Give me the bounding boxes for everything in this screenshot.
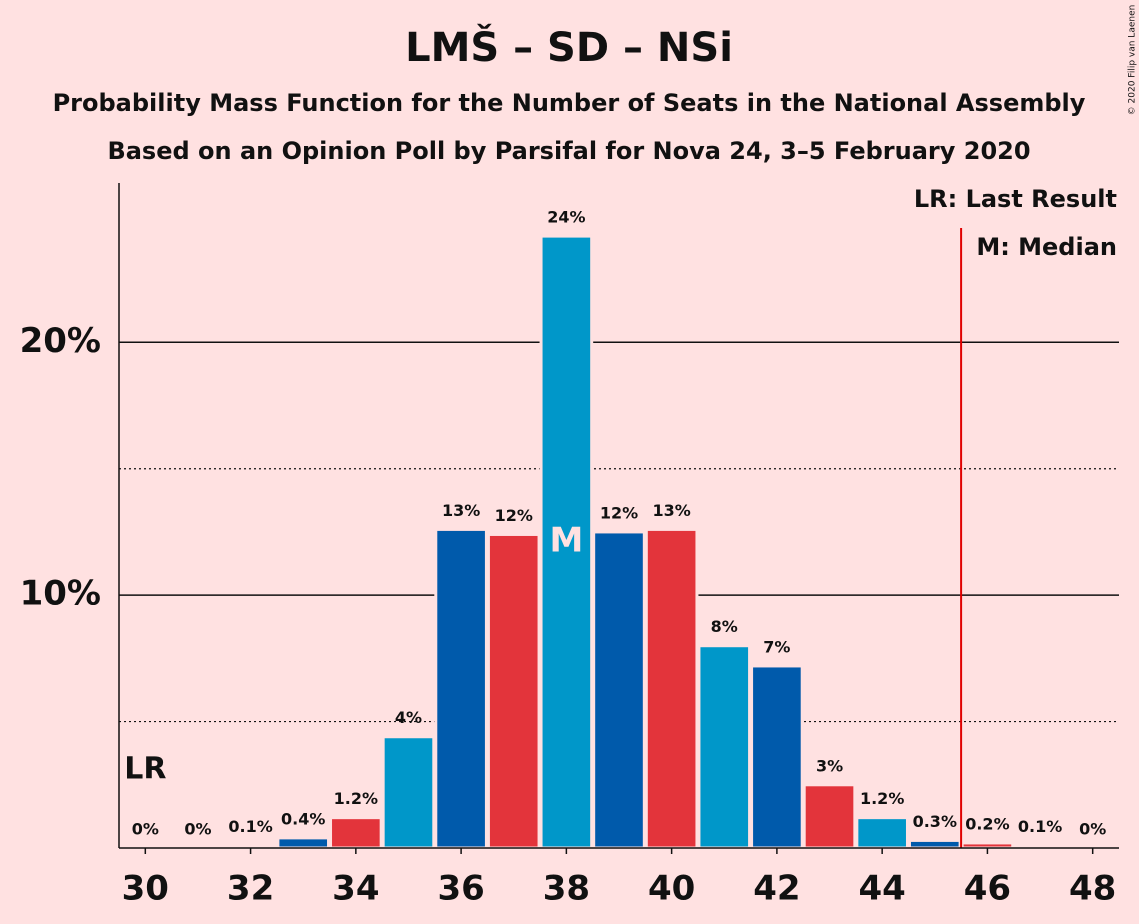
subtitle: Probability Mass Function for the Number… xyxy=(53,89,1086,117)
x-tick-label: 36 xyxy=(437,869,484,909)
value-label: 7% xyxy=(763,637,790,656)
x-tick-label: 30 xyxy=(122,869,169,909)
x-tick-label: 48 xyxy=(1069,869,1116,909)
subtitle: Based on an Opinion Poll by Parsifal for… xyxy=(107,137,1030,165)
bar xyxy=(960,841,1015,850)
x-tick-label: 44 xyxy=(858,869,905,909)
value-label: 12% xyxy=(495,506,533,525)
value-label: 12% xyxy=(600,503,638,522)
bar xyxy=(434,527,488,850)
value-label: 24% xyxy=(547,208,585,227)
copyright: © 2020 Filip van Laenen xyxy=(1128,5,1138,116)
value-label: 1.2% xyxy=(860,789,904,808)
value-label: 0.2% xyxy=(965,814,1009,833)
y-tick-label: 20% xyxy=(20,321,101,361)
bar xyxy=(855,816,909,850)
bar xyxy=(486,532,541,850)
bar xyxy=(750,664,804,850)
value-label: 13% xyxy=(442,501,480,520)
bar xyxy=(592,530,646,850)
x-tick-label: 32 xyxy=(227,869,274,909)
bar xyxy=(907,838,962,850)
bar xyxy=(329,816,383,850)
value-label: 0% xyxy=(1079,820,1106,839)
value-label: 0.1% xyxy=(228,817,272,836)
last-result-label: LR xyxy=(124,752,166,787)
x-tick-label: 42 xyxy=(753,869,800,909)
value-label: 4% xyxy=(395,708,422,727)
legend-entry: LR: Last Result xyxy=(914,185,1117,213)
x-tick-label: 40 xyxy=(648,869,695,909)
value-label: 8% xyxy=(711,617,738,636)
chart-title: LMŠ – SD – NSi xyxy=(405,23,733,71)
value-label: 0.3% xyxy=(913,812,957,831)
value-label: 0% xyxy=(132,820,159,839)
value-label: 1.2% xyxy=(334,789,378,808)
bar xyxy=(276,836,331,850)
value-label: 0.1% xyxy=(1018,817,1062,836)
value-label: 0.4% xyxy=(281,809,325,828)
x-tick-label: 46 xyxy=(964,869,1011,909)
bar xyxy=(802,783,857,850)
value-label: 3% xyxy=(816,756,843,775)
x-tick-label: 38 xyxy=(543,869,590,909)
value-label: 13% xyxy=(652,501,690,520)
bar xyxy=(697,644,752,850)
x-tick-label: 34 xyxy=(332,869,379,909)
bar xyxy=(539,234,594,850)
bar xyxy=(381,735,436,850)
value-label: 0% xyxy=(184,820,211,839)
legend-entry: M: Median xyxy=(976,233,1117,261)
y-tick-label: 10% xyxy=(20,574,101,614)
median-marker: M xyxy=(549,521,583,561)
bar xyxy=(644,527,699,850)
